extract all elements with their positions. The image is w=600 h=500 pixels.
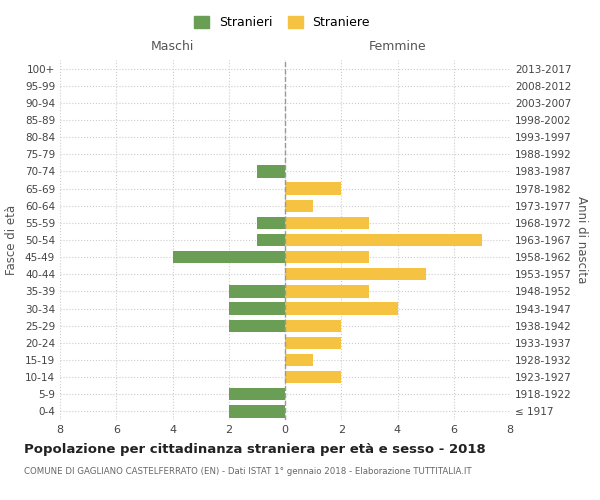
Text: COMUNE DI GAGLIANO CASTELFERRATO (EN) - Dati ISTAT 1° gennaio 2018 - Elaborazion: COMUNE DI GAGLIANO CASTELFERRATO (EN) - …	[24, 468, 472, 476]
Bar	[285, 251, 370, 264]
Bar	[173, 251, 285, 264]
Bar	[285, 234, 482, 246]
Bar	[229, 286, 285, 298]
Text: Maschi: Maschi	[151, 40, 194, 53]
Bar	[257, 234, 285, 246]
Bar	[257, 216, 285, 229]
Bar	[285, 354, 313, 366]
Legend: Stranieri, Straniere: Stranieri, Straniere	[189, 11, 375, 34]
Bar	[257, 166, 285, 177]
Y-axis label: Fasce di età: Fasce di età	[5, 205, 18, 275]
Bar	[285, 302, 398, 314]
Bar	[285, 200, 313, 212]
Bar	[285, 182, 341, 194]
Bar	[285, 320, 341, 332]
Bar	[285, 216, 370, 229]
Bar	[229, 406, 285, 417]
Y-axis label: Anni di nascita: Anni di nascita	[575, 196, 588, 284]
Bar	[285, 286, 370, 298]
Bar	[285, 371, 341, 384]
Bar	[285, 268, 425, 280]
Bar	[229, 388, 285, 400]
Bar	[229, 302, 285, 314]
Bar	[229, 320, 285, 332]
Text: Popolazione per cittadinanza straniera per età e sesso - 2018: Popolazione per cittadinanza straniera p…	[24, 442, 486, 456]
Text: Femmine: Femmine	[368, 40, 427, 53]
Bar	[285, 336, 341, 349]
